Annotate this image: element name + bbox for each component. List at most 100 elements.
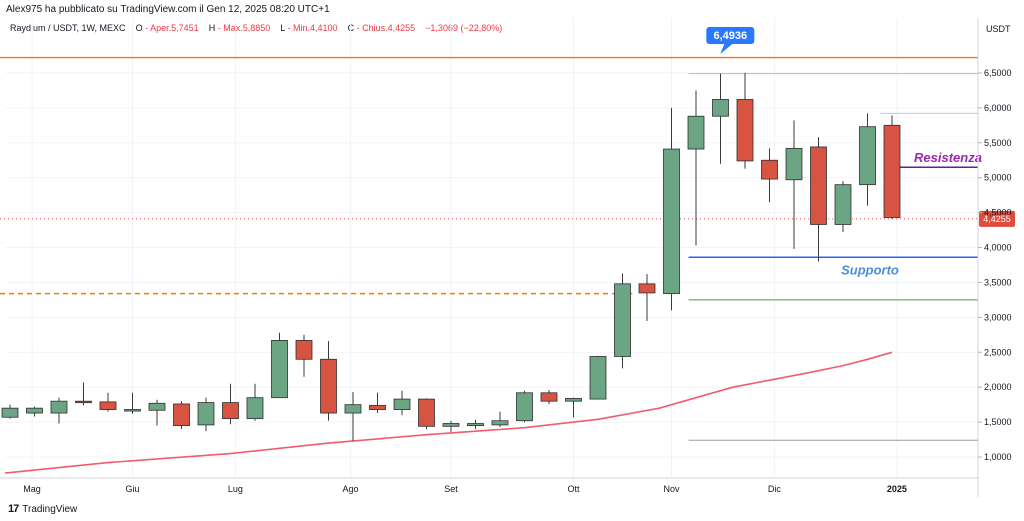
resistance-label: Resistenza [914, 150, 982, 165]
time-tick-label: Ago [343, 484, 359, 494]
candle-body-up [50, 400, 68, 414]
candle-body-up [859, 126, 876, 186]
time-tick-label: Dic [768, 484, 781, 494]
candle [663, 107, 680, 311]
candle-body-up [148, 402, 166, 411]
price-tick-label: 3,5000 [984, 277, 1012, 287]
open-value: - Aper.5,7451 [145, 23, 199, 33]
footer: 17 TradingView [8, 503, 77, 515]
currency-label: USDT [986, 24, 1011, 34]
time-tick-label: Mag [23, 484, 41, 494]
candle [197, 397, 215, 432]
price-tick-label: 1,0000 [984, 452, 1012, 462]
candle-body-up [393, 398, 411, 410]
candle-body-up [712, 99, 729, 117]
symbol-name: Raydium / USDT, 1W, MEXC [10, 23, 126, 33]
candle [467, 420, 484, 430]
candle [638, 274, 656, 321]
candle-body-down [320, 358, 337, 414]
price-tick-label: 4,0000 [984, 243, 1012, 253]
candle [883, 115, 901, 219]
price-tick-label: 5,0000 [984, 173, 1012, 183]
level-lines [0, 56, 978, 441]
axes: USDT 6,5000 6,0000 5,5000 5,0000 4,5000 4,0000… [0, 18, 1012, 497]
change-value: −1,3069 (−22,80%) [425, 23, 503, 33]
candle-body-up [246, 397, 264, 420]
moving-average [5, 351, 893, 474]
time-tick-label: Giu [125, 484, 139, 494]
candle-body-up [663, 148, 680, 295]
candle [736, 72, 754, 169]
candle [124, 392, 141, 414]
candle [565, 397, 582, 418]
candle-body-down [173, 403, 190, 427]
annotations: 6,4936 Resistenza Supporto 4,4255 [706, 27, 1015, 277]
candle [393, 390, 411, 416]
price-tick-label: 4,5000 [984, 208, 1012, 218]
candle-body-up [589, 356, 607, 400]
candle [712, 73, 729, 164]
candle [834, 181, 852, 233]
candle [295, 334, 313, 377]
candle [589, 355, 607, 400]
attribution-text: Alex975 ha pubblicato su TradingView.com… [6, 4, 330, 15]
price-tag-text: 4,4255 [983, 214, 1011, 224]
candle-body-up [344, 404, 362, 414]
open-label: O [135, 23, 143, 33]
candle [442, 420, 460, 432]
time-tick-label: Nov [663, 484, 680, 494]
candle [859, 113, 876, 206]
candle-body-up [197, 402, 215, 426]
candle [614, 273, 631, 369]
high-label: H [208, 23, 216, 33]
support-label: Supporto [841, 262, 899, 277]
high-label-pointer [720, 44, 733, 54]
candle-body-up [491, 420, 509, 426]
tradingview-logo-icon[interactable]: 17 [8, 503, 19, 515]
price-tag-box [979, 210, 1015, 227]
high-label-text: 6,4936 [713, 30, 747, 42]
candle-body-down [222, 402, 239, 420]
time-tick-label: 2025 [887, 484, 907, 494]
price-tick-label: 1,5000 [984, 417, 1012, 427]
candle [810, 137, 827, 262]
candle-body-down [883, 124, 901, 218]
high-value: - Max.5,8850 [217, 23, 271, 33]
candle [687, 90, 705, 246]
candle-body-up [442, 423, 460, 427]
time-tick-label: Set [444, 484, 458, 494]
candle-body-down [638, 283, 656, 294]
price-tick-label: 6,0000 [984, 103, 1012, 113]
price-tick-label: 3,0000 [984, 312, 1012, 322]
candle-body-down [99, 401, 117, 410]
candle-body-up [614, 283, 631, 357]
candle [173, 401, 190, 430]
candle-body-down [75, 400, 92, 404]
candle [1, 404, 19, 419]
high-label-box [706, 27, 755, 44]
candle-body-down [810, 146, 827, 225]
moving-average-line [5, 351, 893, 474]
candle [271, 332, 288, 399]
symbol-legend: Raydium / USDT, 1W, MEXC O - Aper.5,7451… [10, 23, 502, 33]
candle-body-down [736, 99, 754, 162]
candle-body-up [516, 392, 533, 422]
footer-brand[interactable]: TradingView [22, 503, 78, 515]
candle [222, 383, 239, 425]
candle-body-down [418, 398, 435, 427]
candle-body-up [834, 184, 852, 225]
candle-body-up [687, 115, 705, 150]
candle [148, 399, 166, 426]
low-label: L [280, 23, 285, 33]
candle-body-up [26, 407, 43, 414]
candle [785, 120, 803, 249]
candle-body-up [785, 147, 803, 181]
candle [540, 390, 558, 404]
candle [344, 392, 362, 441]
candle [761, 148, 778, 203]
candle [99, 392, 117, 412]
candle-body-down [761, 159, 778, 180]
candle-body-down [295, 340, 313, 360]
